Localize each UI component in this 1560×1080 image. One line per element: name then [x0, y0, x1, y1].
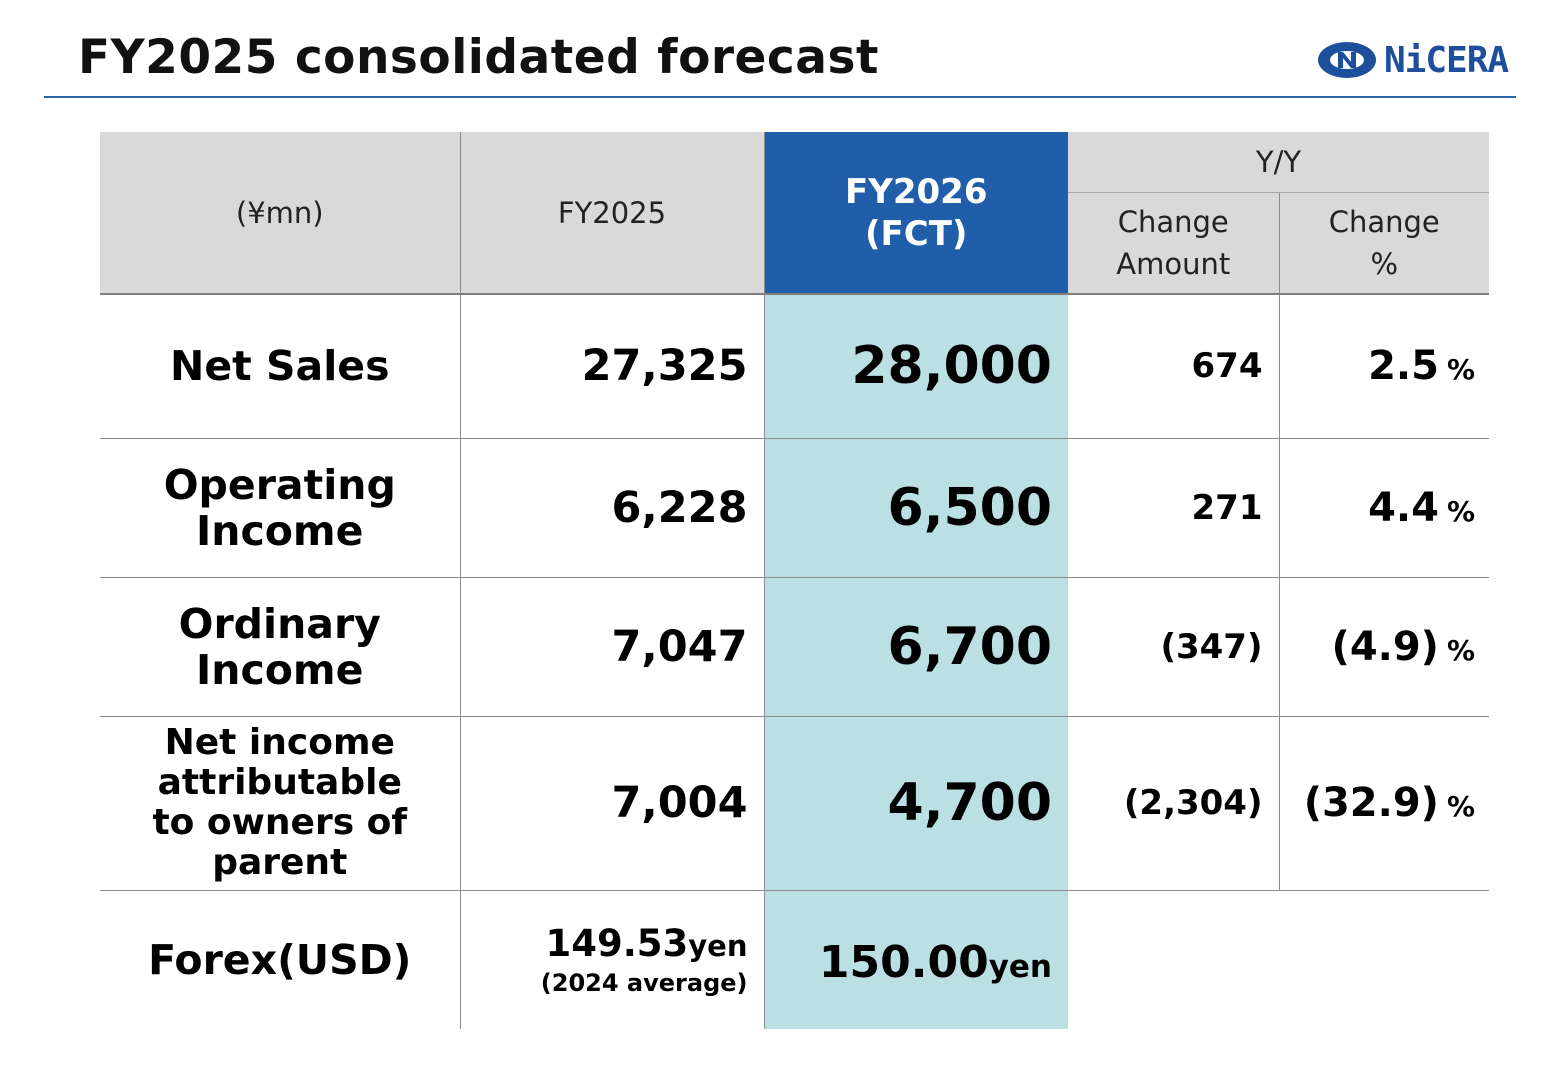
- row-label-line: attributable: [157, 762, 402, 803]
- forex-fy2026: 150.00yen: [764, 890, 1068, 1029]
- fy2025-value: 27,325: [460, 294, 765, 439]
- change-percent: 4.4%: [1279, 438, 1490, 578]
- header-change-amount-l2: Amount: [1116, 247, 1231, 281]
- row-label: Ordinary Income: [100, 577, 461, 717]
- change-amount: 674: [1068, 294, 1280, 439]
- table-row: Operating Income 6,228 6,500 271 4.4%: [100, 438, 1490, 578]
- header-fct-line2: (FCT): [865, 213, 968, 254]
- forex-empty-cell: [1068, 890, 1489, 1029]
- percent-value: 4.4: [1368, 484, 1439, 531]
- percent-unit: %: [1446, 494, 1476, 528]
- fy2025-value: 7,004: [460, 716, 765, 891]
- row-label-line: to owners of: [152, 802, 408, 843]
- row-label: Net Sales: [100, 294, 461, 439]
- row-label-line: Ordinary: [178, 599, 381, 648]
- forex-fy2026-unit: yen: [988, 948, 1052, 985]
- row-label-line: Operating: [163, 460, 396, 509]
- change-amount: 271: [1068, 438, 1280, 578]
- header-fy2025: FY2025: [460, 132, 765, 295]
- forex-fy2026-value: 150.00: [818, 936, 989, 988]
- row-label: Net income attributable to owners of par…: [100, 716, 461, 891]
- fy2026-forecast-value: 6,500: [764, 438, 1068, 578]
- row-label-line: Income: [196, 506, 364, 555]
- forex-fy2025-unit: yen: [688, 929, 748, 964]
- header-unit: (¥mn): [100, 132, 461, 295]
- change-amount: (347): [1068, 577, 1280, 717]
- header-yy: Y/Y: [1068, 132, 1490, 193]
- forex-row: Forex(USD) 149.53yen (2024 average) 150.…: [100, 890, 1489, 1029]
- fy2025-value: 7,047: [460, 577, 765, 717]
- percent-value: 2.5: [1368, 343, 1439, 390]
- table-row: Net Sales 27,325 28,000 674 2.5%: [100, 294, 1490, 439]
- forex-label: Forex(USD): [100, 890, 461, 1029]
- change-amount: (2,304): [1068, 716, 1280, 891]
- fy2025-value: 6,228: [460, 438, 765, 578]
- change-percent: (32.9)%: [1279, 716, 1490, 891]
- header-change-amount: Change Amount: [1068, 192, 1280, 295]
- row-label-line: Net income: [164, 722, 395, 763]
- row-label: Operating Income: [100, 438, 461, 578]
- percent-unit: %: [1446, 633, 1476, 667]
- header-change-pct: Change %: [1279, 192, 1490, 295]
- header-fct-line1: FY2026: [845, 171, 988, 212]
- nicera-logo-icon: [1318, 42, 1376, 78]
- percent-value: (32.9): [1303, 780, 1439, 826]
- header-change-pct-l2: %: [1370, 247, 1399, 281]
- row-label-line: parent: [212, 842, 348, 883]
- fy2026-forecast-value: 6,700: [764, 577, 1068, 717]
- company-logo: NiCERA: [1316, 38, 1509, 82]
- fy2026-forecast-value: 28,000: [764, 294, 1068, 439]
- percent-unit: %: [1446, 790, 1476, 823]
- title-divider: [44, 96, 1516, 98]
- row-label-line: Income: [196, 645, 364, 694]
- logo-wordmark: NiCERA: [1384, 39, 1509, 81]
- header-change-amount-l1: Change: [1117, 205, 1229, 239]
- header-fy2026-fct: FY2026 (FCT): [764, 132, 1068, 295]
- forecast-table: (¥mn) FY2025 FY2026 (FCT) Y/Y Change Amo…: [100, 132, 1490, 1029]
- header-change-pct-l1: Change: [1328, 205, 1440, 239]
- change-percent: 2.5%: [1279, 294, 1490, 439]
- change-percent: (4.9)%: [1279, 577, 1490, 717]
- forex-fy2025-value: 149.53: [545, 922, 689, 966]
- percent-value: (4.9): [1331, 623, 1439, 670]
- fy2026-forecast-value: 4,700: [764, 716, 1068, 891]
- table-row: Ordinary Income 7,047 6,700 (347) (4.9)%: [100, 577, 1490, 717]
- forex-fy2025-note: (2024 average): [540, 969, 748, 998]
- page-title: FY2025 consolidated forecast: [78, 30, 879, 85]
- table-row: Net income attributable to owners of par…: [100, 716, 1490, 891]
- forex-fy2025: 149.53yen (2024 average): [460, 890, 765, 1029]
- percent-unit: %: [1446, 353, 1476, 387]
